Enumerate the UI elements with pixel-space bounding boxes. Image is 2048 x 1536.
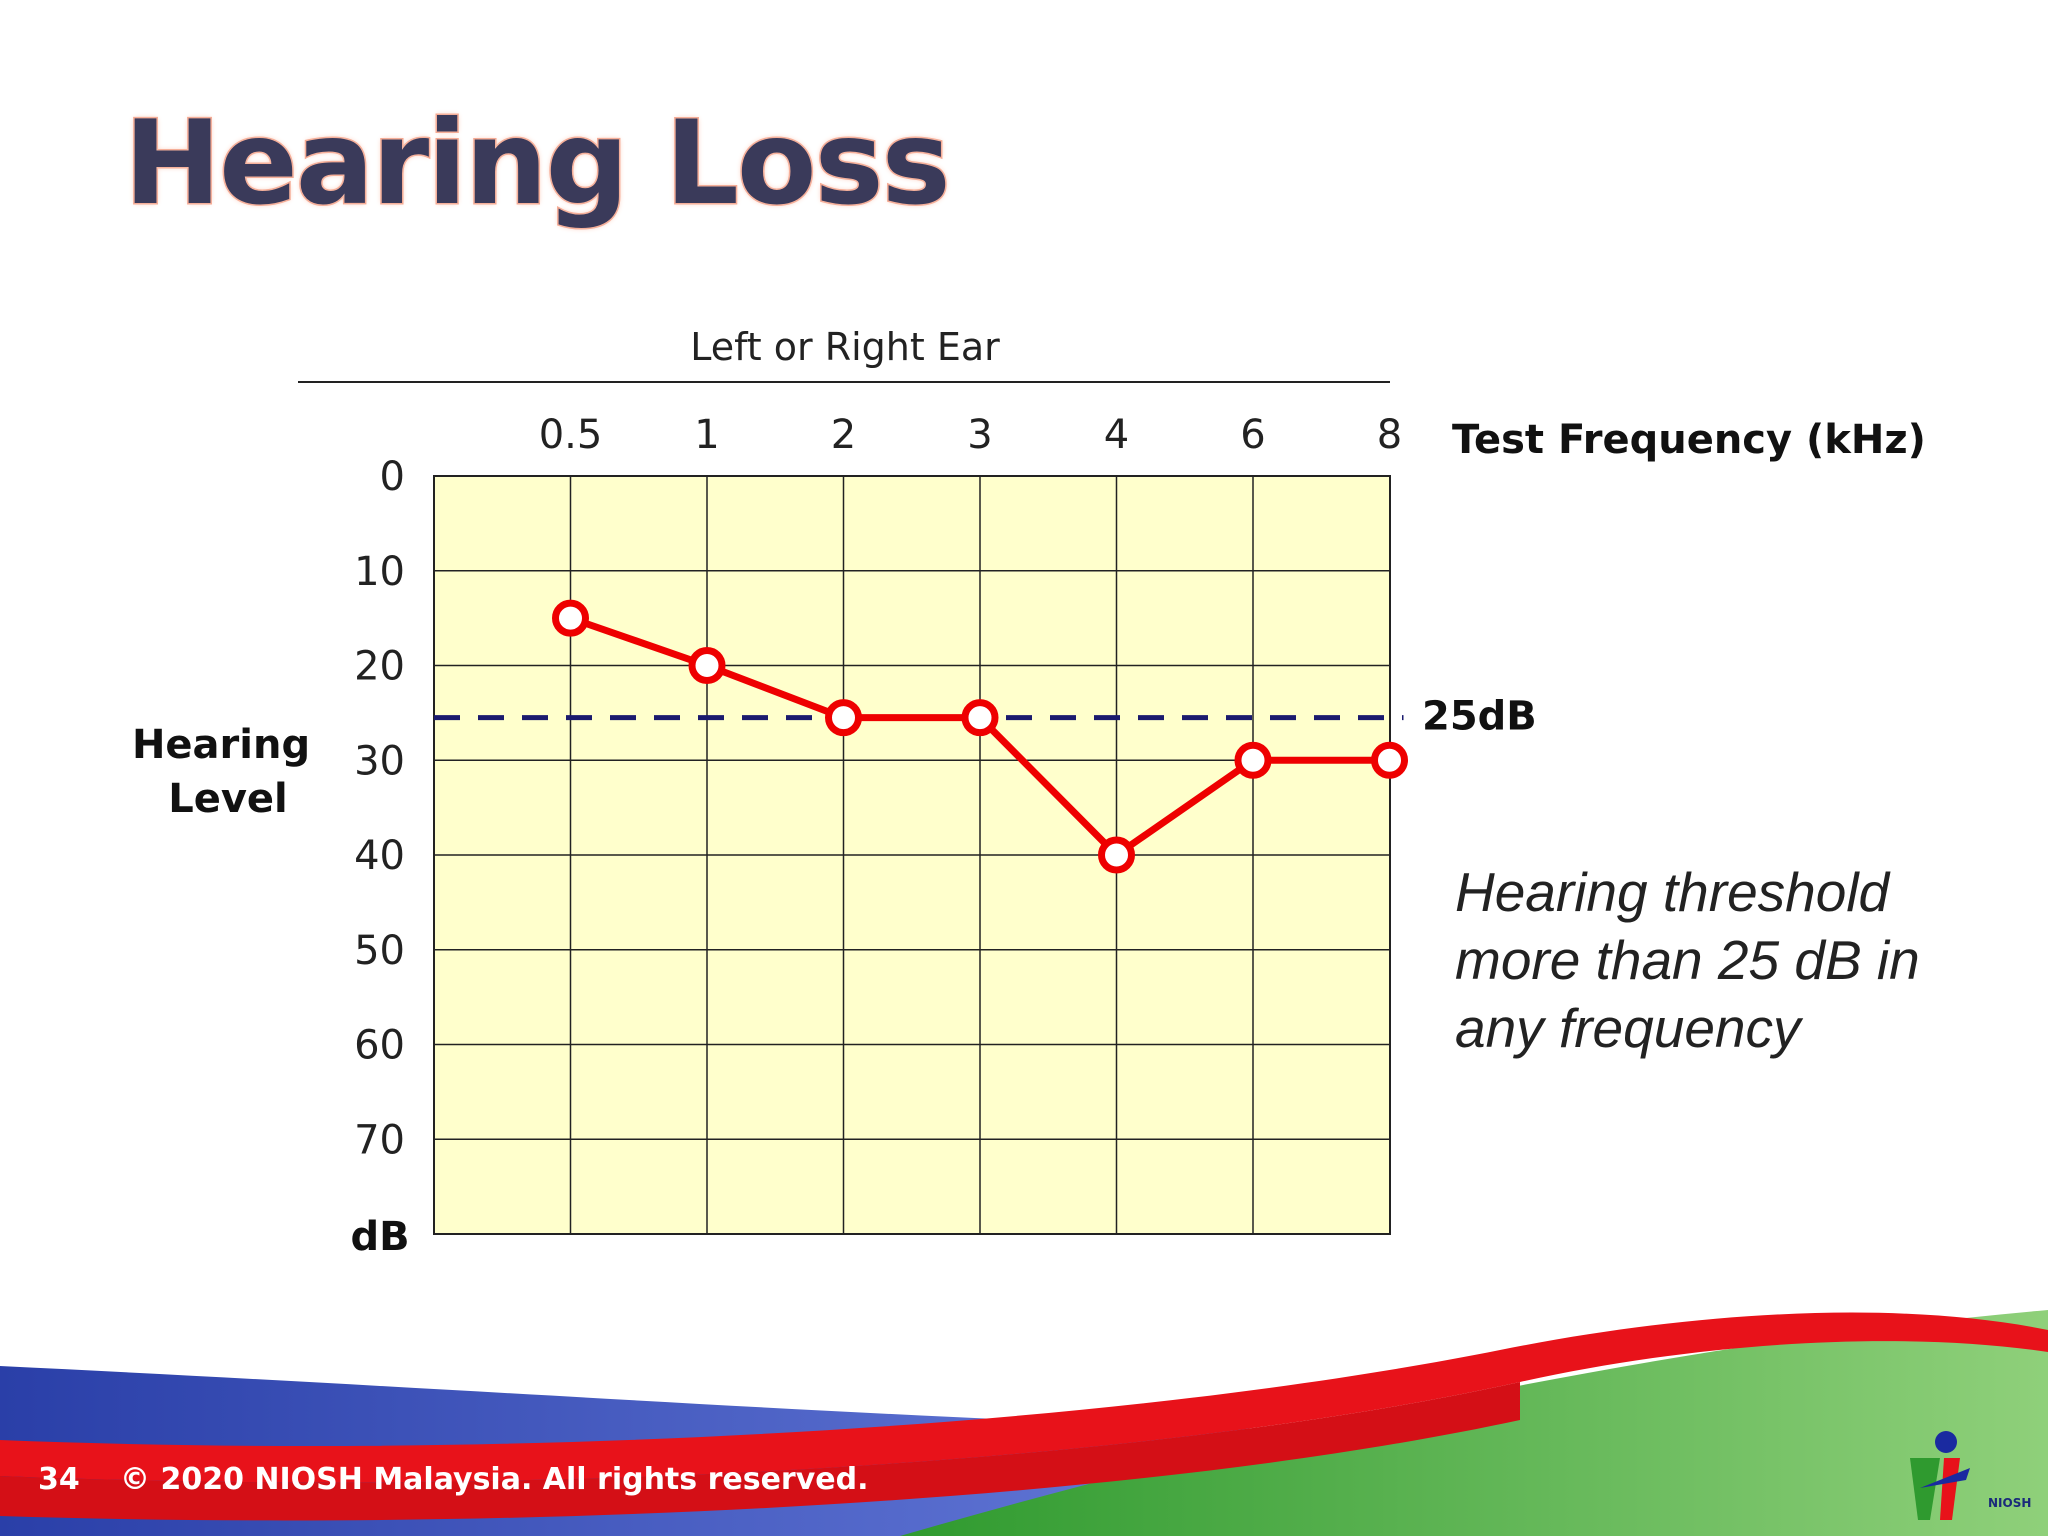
data-point-marker: [1098, 836, 1135, 874]
page-number: 34: [38, 1462, 80, 1497]
y-tick-label: 60: [354, 1023, 405, 1069]
audiogram-chart: Left or Right Ear 0.5 1 2 3 4 6 8 0 10 20 30 40 50 6…: [132, 325, 1926, 1260]
y-tick-label: 70: [354, 1117, 405, 1163]
data-point-marker: [1371, 741, 1408, 779]
chart-title: Left or Right Ear: [690, 325, 1000, 369]
x-axis-label: Test Frequency (kHz): [1452, 417, 1926, 463]
x-tick-label: 3: [967, 412, 992, 458]
niosh-logo: [1910, 1431, 1970, 1520]
x-tick-label: 6: [1240, 412, 1265, 458]
threshold-label: 25dB: [1422, 694, 1537, 740]
logo-text: NIOSH: [1988, 1496, 2032, 1510]
x-tick-labels: 0.5 1 2 3 4 6 8: [539, 412, 1403, 458]
data-point-marker: [688, 647, 726, 684]
x-tick-label: 4: [1104, 412, 1129, 458]
y-tick-label: 30: [354, 738, 405, 784]
x-tick-label: 1: [694, 412, 719, 458]
x-tick-label: 8: [1377, 412, 1402, 458]
y-tick-labels: 0 10 20 30 40 50 60 70: [354, 454, 405, 1163]
x-tick-label: 2: [831, 412, 856, 458]
y-axis-label-line-2: Level: [168, 776, 288, 822]
copyright-text: © 2020 NIOSH Malaysia. All rights reserv…: [120, 1462, 869, 1497]
y-axis-label-line-1: Hearing: [132, 722, 310, 768]
y-axis-label: Hearing Level: [132, 722, 324, 822]
y-tick-label: 50: [354, 928, 405, 974]
y-unit-label: dB: [350, 1214, 409, 1260]
footer-swoosh: [0, 1310, 2048, 1536]
threshold-note: Hearing threshold more than 25 dB in any…: [1455, 861, 1920, 1059]
data-point-marker: [1234, 741, 1272, 779]
data-point-marker: [825, 699, 862, 737]
y-tick-label: 20: [354, 644, 405, 690]
slide-title: Hearing Loss: [123, 95, 953, 233]
data-point-marker: [552, 599, 589, 637]
y-tick-label: 10: [354, 549, 405, 595]
data-point-marker: [961, 699, 999, 737]
y-tick-label: 0: [380, 454, 405, 500]
hearing-series: [552, 599, 1408, 874]
y-tick-label: 40: [354, 833, 405, 879]
x-tick-label: 0.5: [539, 412, 603, 458]
